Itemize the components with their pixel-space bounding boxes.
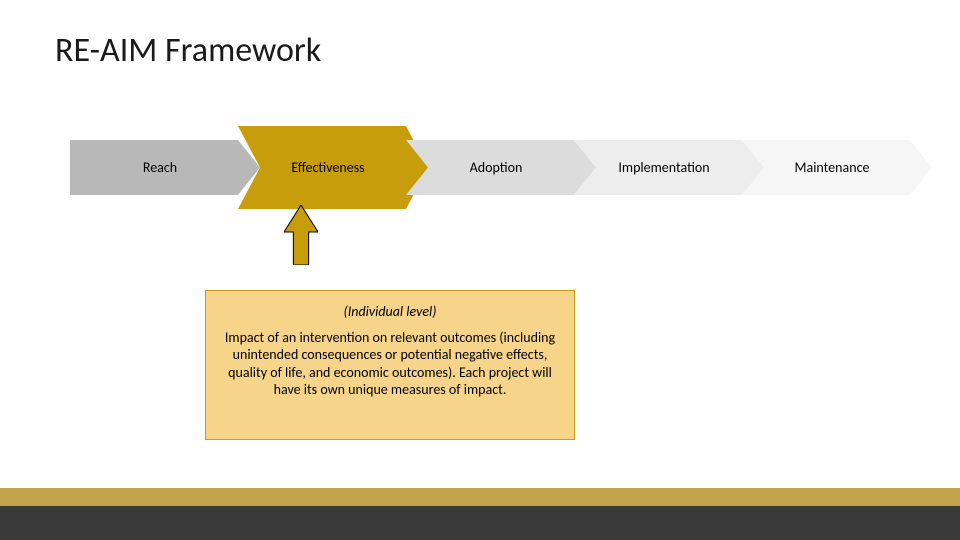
chevron-label: Reach — [70, 140, 260, 195]
chevron-label: Implementation — [574, 140, 764, 195]
chevron-label: Maintenance — [742, 140, 932, 195]
page-title: RE-AIM Framework — [55, 30, 321, 71]
chevron-effectiveness: Effectiveness — [238, 126, 428, 209]
chevron-row: ReachEffectivenessAdoptionImplementation… — [70, 140, 910, 195]
up-arrow — [284, 205, 318, 265]
chevron-reach: Reach — [70, 140, 260, 195]
slide: { "title": { "text": "RE-AIM Framework",… — [0, 0, 960, 540]
footer-gold-bar — [0, 488, 960, 506]
chevron-implementation: Implementation — [574, 140, 764, 195]
chevron-maintenance: Maintenance — [742, 140, 932, 195]
callout-level: (Individual level) — [222, 303, 558, 321]
effectiveness-callout: (Individual level) Impact of an interven… — [205, 290, 575, 440]
chevron-label: Adoption — [406, 140, 596, 195]
footer-dark-bar — [0, 506, 960, 540]
chevron-label: Effectiveness — [238, 126, 428, 209]
chevron-adoption: Adoption — [406, 140, 596, 195]
callout-body: Impact of an intervention on relevant ou… — [222, 329, 558, 399]
